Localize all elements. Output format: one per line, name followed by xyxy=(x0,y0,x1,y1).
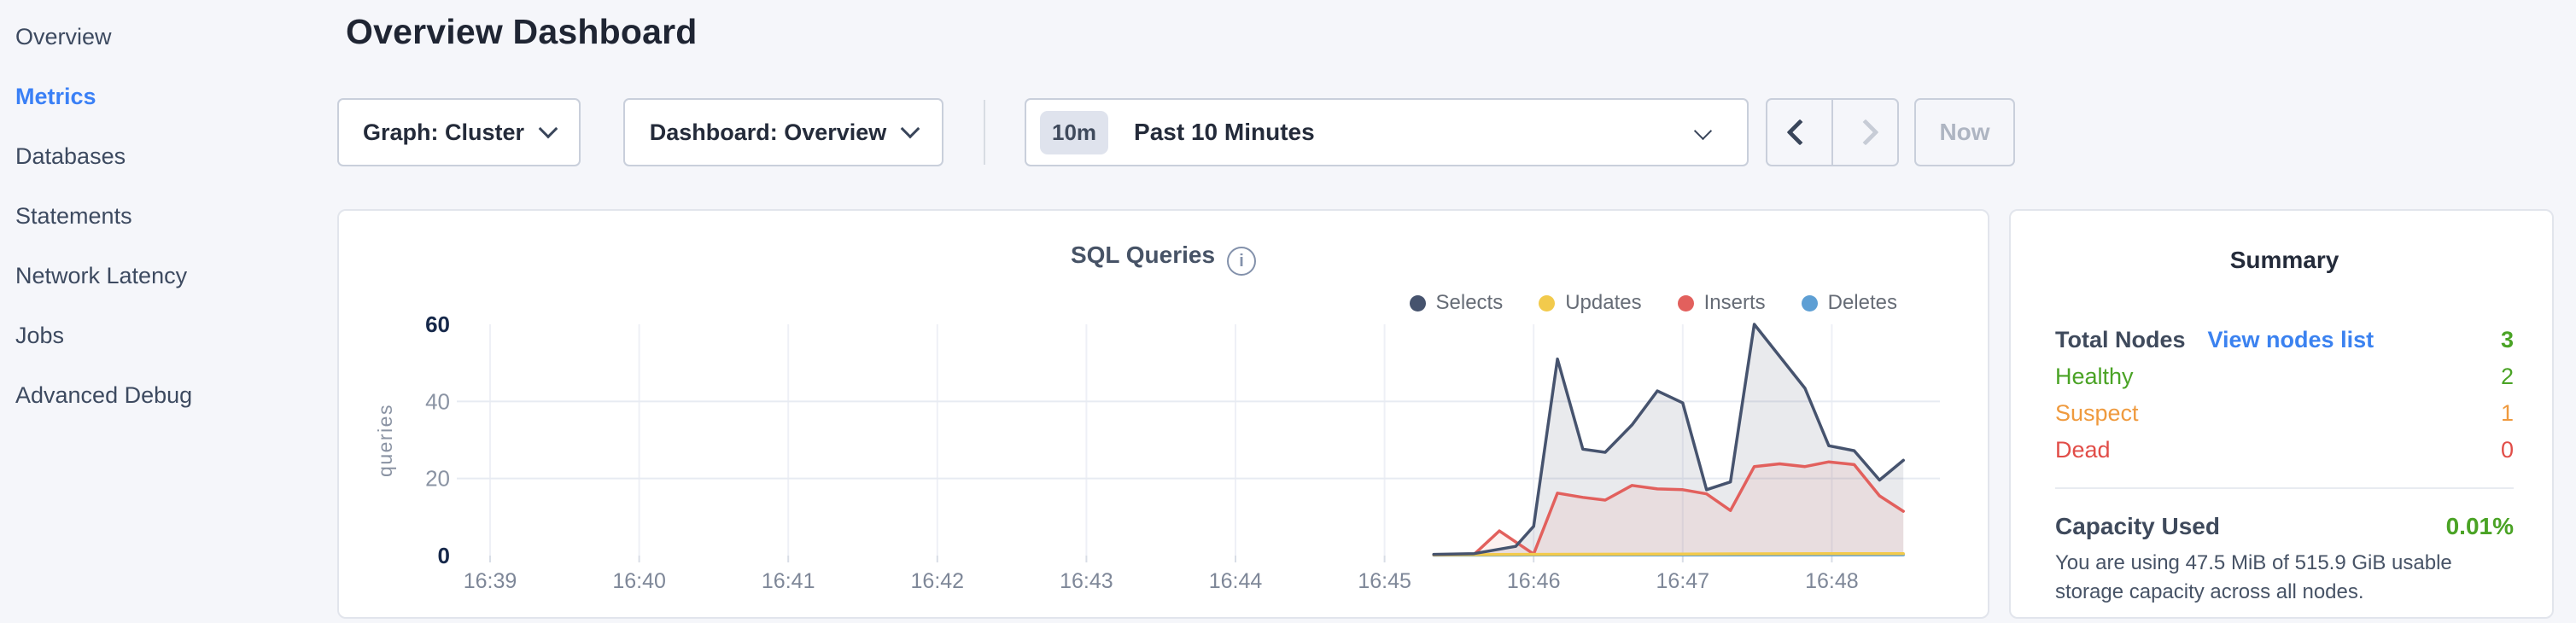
time-step-back-button[interactable] xyxy=(1767,100,1833,165)
legend-label: Inserts xyxy=(1703,291,1766,314)
graph-dropdown-label: Graph: Cluster xyxy=(362,119,525,145)
x-tick-label: 16:43 xyxy=(1060,569,1113,593)
legend-dot-icon xyxy=(1677,294,1694,312)
summary-row-value: 2 xyxy=(2500,364,2514,389)
legend-label: Updates xyxy=(1565,291,1642,314)
series-line-updates xyxy=(1432,551,1905,556)
summary-panel: Summary Total Nodes View nodes list 3 Healt… xyxy=(2009,209,2554,619)
y-axis-title: queries xyxy=(374,404,396,477)
chart-legend: Selects Updates Inserts Deletes xyxy=(1409,291,1897,315)
time-range-label: Past 10 Minutes xyxy=(1134,119,1315,145)
sql-queries-chart: 16:39 16:40 16:41 16:42 16:43 16:44 16:45 16:46… xyxy=(374,312,1940,593)
page-title: Overview Dashboard xyxy=(346,12,698,51)
x-tick-label: 16:48 xyxy=(1805,569,1859,593)
sidebar-item-overview[interactable]: Overview xyxy=(15,24,112,49)
chevron-left-icon xyxy=(1785,119,1814,146)
series-line-selects xyxy=(1432,323,1905,556)
capacity-label: Capacity Used xyxy=(2055,513,2220,539)
sql-queries-chart-card: SQL Queries i Selects Updates Inserts Delete… xyxy=(337,209,1989,619)
legend-dot-icon xyxy=(1801,294,1818,312)
chevron-down-icon xyxy=(900,119,920,139)
summary-row-value: 1 xyxy=(2500,400,2514,426)
y-tick-label: 40 xyxy=(425,388,450,414)
node-status-rows: Total Nodes View nodes list 3 Healthy 2 Suspe… xyxy=(2055,322,2514,469)
chevron-right-icon xyxy=(1851,119,1879,146)
x-tick-label: 16:44 xyxy=(1209,569,1263,593)
x-tick-label: 16:39 xyxy=(464,569,517,593)
summary-row-label: Suspect xyxy=(2055,400,2139,426)
info-icon[interactable]: i xyxy=(1227,247,1257,276)
dashboard-dropdown[interactable]: Dashboard: Overview xyxy=(623,98,943,166)
legend-label: Selects xyxy=(1435,291,1504,314)
summary-row-label: Healthy xyxy=(2055,364,2134,389)
series-area-selects xyxy=(1434,324,1904,556)
sidebar-item-databases[interactable]: Databases xyxy=(15,143,126,169)
sidebar-item-metrics[interactable]: Metrics xyxy=(15,84,96,109)
toolbar: Graph: Cluster Dashboard: Overview 10m P… xyxy=(0,98,2576,166)
chevron-down-icon xyxy=(1693,121,1713,140)
chart-title: SQL Queries xyxy=(1070,242,1216,268)
now-button[interactable]: Now xyxy=(1914,98,2015,166)
legend-label: Deletes xyxy=(1827,291,1897,314)
x-tick-label: 16:41 xyxy=(762,569,815,593)
x-tick-label: 16:42 xyxy=(911,569,965,593)
summary-row-value: 3 xyxy=(2500,327,2514,352)
summary-row-label: Total Nodes xyxy=(2055,327,2186,352)
legend-dot-icon xyxy=(1539,294,1556,312)
summary-divider xyxy=(2055,487,2514,489)
x-tick-label: 16:47 xyxy=(1656,569,1710,593)
sidebar-item-advanced-debug[interactable]: Advanced Debug xyxy=(15,382,193,408)
view-nodes-list-link[interactable]: View nodes list xyxy=(2207,327,2374,352)
y-tick-label: 20 xyxy=(425,466,450,492)
summary-row-dead: Dead 0 xyxy=(2055,432,2514,469)
legend-dot-icon xyxy=(1409,294,1426,312)
sidebar-item-network-latency[interactable]: Network Latency xyxy=(15,263,188,288)
summary-row-healthy: Healthy 2 xyxy=(2055,358,2514,395)
time-step-forward-button[interactable] xyxy=(1833,100,1897,165)
x-tick-label: 16:40 xyxy=(612,569,666,593)
sidebar: Overview Metrics Databases Statements Ne… xyxy=(0,0,333,623)
capacity-row: Capacity Used 0.01% xyxy=(2055,513,2514,540)
y-tick-label: 60 xyxy=(425,312,450,337)
toolbar-divider xyxy=(984,100,985,165)
legend-item-deletes: Deletes xyxy=(1801,291,1897,315)
summary-row-label: Dead xyxy=(2055,437,2111,463)
x-tick-label: 16:45 xyxy=(1358,569,1411,593)
y-tick-label: 0 xyxy=(438,543,450,568)
series-area-inserts xyxy=(1434,462,1904,556)
sidebar-item-statements[interactable]: Statements xyxy=(15,203,132,229)
graph-dropdown[interactable]: Graph: Cluster xyxy=(337,98,581,166)
time-step-buttons xyxy=(1766,98,1899,166)
chevron-down-icon xyxy=(538,119,558,139)
summary-title: Summary xyxy=(2229,247,2339,273)
legend-item-updates: Updates xyxy=(1539,291,1642,315)
legend-item-selects: Selects xyxy=(1409,291,1504,315)
capacity-value: 0.01% xyxy=(2445,513,2514,539)
capacity-note: You are using 47.5 MiB of 515.9 GiB usab… xyxy=(2055,551,2452,603)
time-range-badge: 10m xyxy=(1040,110,1109,154)
chart-title-row: SQL Queries i xyxy=(339,242,1988,276)
dashboard-dropdown-label: Dashboard: Overview xyxy=(649,119,887,145)
summary-row-value: 0 xyxy=(2500,437,2514,463)
time-range-dropdown[interactable]: 10m Past 10 Minutes xyxy=(1025,98,1749,166)
sidebar-item-jobs[interactable]: Jobs xyxy=(15,323,65,348)
legend-item-inserts: Inserts xyxy=(1677,291,1766,315)
summary-row-total-nodes: Total Nodes View nodes list 3 xyxy=(2055,322,2514,358)
x-tick-label: 16:46 xyxy=(1507,569,1561,593)
summary-row-suspect: Suspect 1 xyxy=(2055,395,2514,432)
